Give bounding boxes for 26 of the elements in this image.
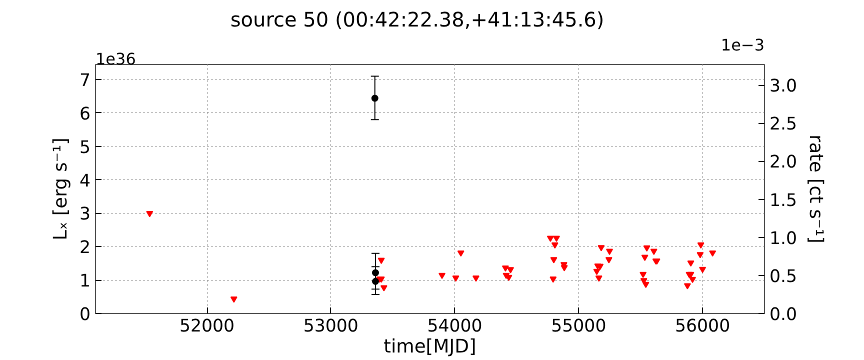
text: 1e−3: [720, 36, 764, 54]
x-tick-label: 53000: [303, 316, 358, 336]
y2-tick-label: 2.5: [770, 114, 798, 135]
y2-axis-title: rate [ct s⁻¹]: [805, 134, 826, 244]
x-tick-label: 55000: [551, 316, 606, 336]
x-tick-label: 54000: [427, 316, 482, 336]
y2-tick-label: 2.0: [770, 152, 798, 173]
y2-tick-label: 0.5: [770, 266, 798, 287]
y-tick-label: 6: [79, 104, 91, 124]
y2-tick-label: 0.0: [770, 305, 798, 325]
y-axis-title: Lₓ [erg s⁻¹]: [50, 138, 72, 240]
y-tick-label: 2: [79, 238, 91, 258]
x-tick-label: 52000: [179, 316, 235, 336]
y-tick-label: 7: [79, 71, 91, 92]
x-axis-title: time[MJD]: [384, 336, 476, 358]
y2-tick-label: 3.0: [770, 76, 798, 97]
y2-tick-label: 1.0: [770, 228, 798, 249]
annotation: 1e36: [96, 50, 136, 68]
y-tick-label: 1: [79, 272, 91, 292]
y-tick-label: 4: [79, 171, 91, 192]
x-tick-label: 56000: [674, 316, 730, 336]
chart-title: source 50 (00:42:22.38,+41:13:45.6): [230, 8, 604, 32]
y-tick-label: 3: [79, 204, 91, 225]
y-tick-label: 0: [79, 305, 91, 325]
y2-tick-label: 1.5: [770, 190, 798, 211]
y-tick-label: 5: [79, 138, 91, 158]
